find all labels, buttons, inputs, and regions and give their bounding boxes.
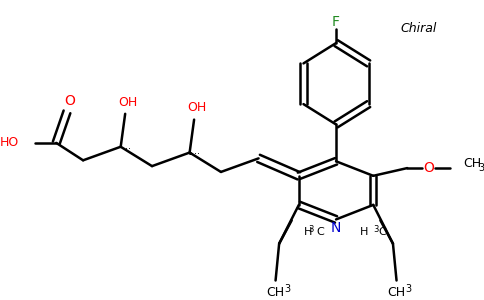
Text: OH: OH [187,101,206,115]
Text: 3: 3 [405,284,411,294]
Text: 3: 3 [478,163,484,173]
Text: CH: CH [267,286,285,298]
Text: O: O [424,161,434,175]
Text: C: C [317,227,324,237]
Text: ···: ··· [122,144,132,154]
Text: 3: 3 [373,225,378,234]
Text: CH: CH [463,157,481,170]
Text: CH: CH [388,286,406,298]
Text: H: H [304,227,313,237]
Text: F: F [332,15,340,29]
Text: H: H [360,227,368,237]
Text: ···: ··· [191,149,200,160]
Text: O: O [64,94,75,108]
Text: Chiral: Chiral [400,22,437,35]
Text: 3: 3 [284,284,290,294]
Text: C: C [378,227,386,237]
Text: N: N [331,221,341,235]
Text: 3: 3 [309,225,314,234]
Text: OH: OH [118,96,137,109]
Text: HO: HO [0,136,19,149]
